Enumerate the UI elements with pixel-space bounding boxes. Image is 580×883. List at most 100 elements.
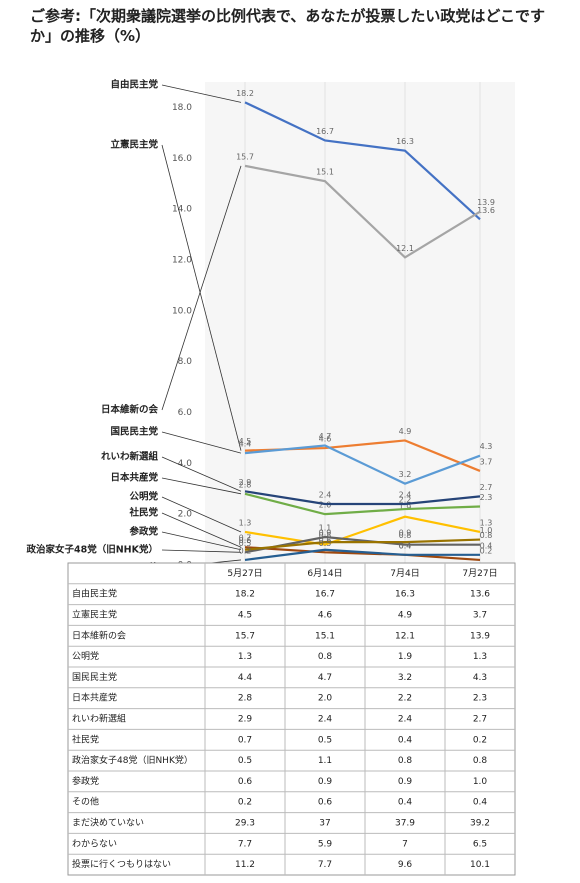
- table-cell: 2.8: [238, 694, 253, 704]
- table-cell: 13.9: [470, 631, 490, 641]
- table-header: 5月27日: [227, 568, 262, 579]
- series-line: [244, 164, 481, 259]
- series-label: 参政党: [128, 526, 158, 538]
- data-label: 4.3: [480, 442, 493, 451]
- table-row-name: 自由民主党: [72, 588, 117, 600]
- data-label: 1.9: [399, 503, 412, 512]
- data-label: 16.3: [396, 137, 414, 146]
- data-label: 2.8: [239, 480, 252, 489]
- data-label: 0.5: [239, 539, 252, 548]
- data-label: 4.9: [399, 427, 412, 436]
- series-line: [244, 535, 480, 554]
- table-cell: 1.3: [238, 652, 252, 662]
- table-cell: 0.5: [238, 756, 252, 766]
- table-cell: 3.2: [398, 673, 412, 683]
- data-label: 4.6: [319, 435, 332, 444]
- series-label: 社民党: [128, 507, 158, 519]
- table-cell: 0.6: [238, 777, 253, 787]
- leader-line: [161, 456, 242, 492]
- table-cell: 18.2: [235, 590, 255, 600]
- data-label: 0.7: [239, 534, 252, 543]
- data-label: 18.2: [236, 89, 254, 98]
- data-label: 2.9: [239, 478, 252, 487]
- table-row-name: 日本維新の会: [72, 629, 126, 641]
- leader-line: [161, 477, 242, 495]
- table-cell: 2.3: [473, 694, 487, 704]
- chart-title: ご参考:「次期衆議院選挙の比例代表で、あなたが投票したい政党はどこですか」の推移…: [30, 7, 545, 45]
- data-label: 0.8: [399, 531, 412, 540]
- table-cell: 2.2: [398, 694, 412, 704]
- table-cell: 0.7: [238, 735, 252, 745]
- table-header: 6月14日: [307, 568, 342, 579]
- data-label: 4.5: [239, 437, 252, 446]
- y-tick-label: 12.0: [172, 255, 192, 265]
- leader-line: [161, 531, 242, 551]
- table-row-name: わからない: [72, 838, 117, 849]
- table-cell: 10.1: [470, 860, 490, 870]
- leader-line: [161, 84, 242, 103]
- data-label: 2.0: [319, 501, 332, 510]
- table-header: 7月27日: [462, 568, 497, 579]
- table-cell: 1.3: [473, 652, 487, 662]
- table-cell: 11.2: [235, 860, 255, 870]
- table-cell: 1.9: [398, 652, 413, 662]
- table-row-name: 参政党: [72, 775, 99, 787]
- table-cell: 2.0: [318, 694, 333, 704]
- y-tick-label: 8.0: [178, 357, 193, 367]
- table-cell: 37.9: [395, 819, 415, 829]
- data-label: 13.6: [477, 206, 495, 215]
- data-label: 15.1: [316, 168, 334, 177]
- table-cell: 7.7: [318, 860, 332, 870]
- table-cell: 15.1: [315, 631, 335, 641]
- y-tick-label: 18.0: [172, 103, 192, 113]
- data-label: 3.2: [399, 470, 412, 479]
- table-row-name: 立憲民主党: [72, 609, 117, 621]
- table-row-name: 政治家女子48党（旧NHK党）: [72, 754, 193, 766]
- table-cell: 0.8: [473, 756, 488, 766]
- data-label: 16.7: [316, 127, 334, 136]
- data-label: 1.3: [480, 518, 493, 527]
- data-label: 13.9: [477, 198, 495, 207]
- table-cell: 0.9: [398, 777, 413, 787]
- y-tick-label: 10.0: [172, 306, 192, 316]
- series-label: 国民民主党: [110, 426, 158, 438]
- table-header: 7月4日: [390, 568, 419, 579]
- table-row-name: その他: [72, 796, 99, 808]
- data-label: 0.6: [319, 536, 332, 545]
- data-label: 2.4: [399, 490, 412, 499]
- series-line: [244, 548, 480, 562]
- data-label: 0.8: [480, 531, 493, 540]
- table-cell: 37: [319, 819, 330, 829]
- y-tick-label: 4.0: [178, 459, 193, 469]
- table-row-name: まだ決めていない: [72, 817, 144, 829]
- table-cell: 39.2: [470, 819, 490, 829]
- y-tick-label: 2.0: [178, 510, 193, 520]
- series-line: [244, 492, 481, 516]
- table-cell: 9.6: [398, 860, 413, 870]
- data-label: 2.2: [399, 496, 412, 505]
- table-cell: 16.7: [315, 590, 335, 600]
- leader-line: [161, 549, 242, 553]
- series-label: れいわ新選組: [101, 451, 159, 463]
- data-label: 0.2: [239, 546, 252, 555]
- table-cell: 3.7: [473, 611, 487, 621]
- table-cell: 16.3: [395, 590, 415, 600]
- table-cell: 12.1: [395, 631, 415, 641]
- leader-line: [161, 165, 242, 411]
- y-tick-label: 16.0: [172, 154, 192, 164]
- table-cell: 2.4: [398, 715, 413, 725]
- table-cell: 7: [402, 839, 408, 849]
- data-label: 0.6: [239, 536, 252, 545]
- table-cell: 29.3: [235, 819, 255, 829]
- series-line: [244, 490, 481, 506]
- data-label: 0.9: [319, 529, 332, 538]
- table-row-name: 国民民主党: [72, 671, 117, 683]
- leader-line: [161, 144, 242, 451]
- table-cell: 0.6: [318, 798, 333, 808]
- leader-line: [161, 431, 242, 454]
- leader-line: [161, 496, 242, 533]
- table-cell: 0.9: [318, 777, 333, 787]
- data-label: 2.3: [480, 493, 493, 502]
- data-label: 4.4: [239, 440, 252, 449]
